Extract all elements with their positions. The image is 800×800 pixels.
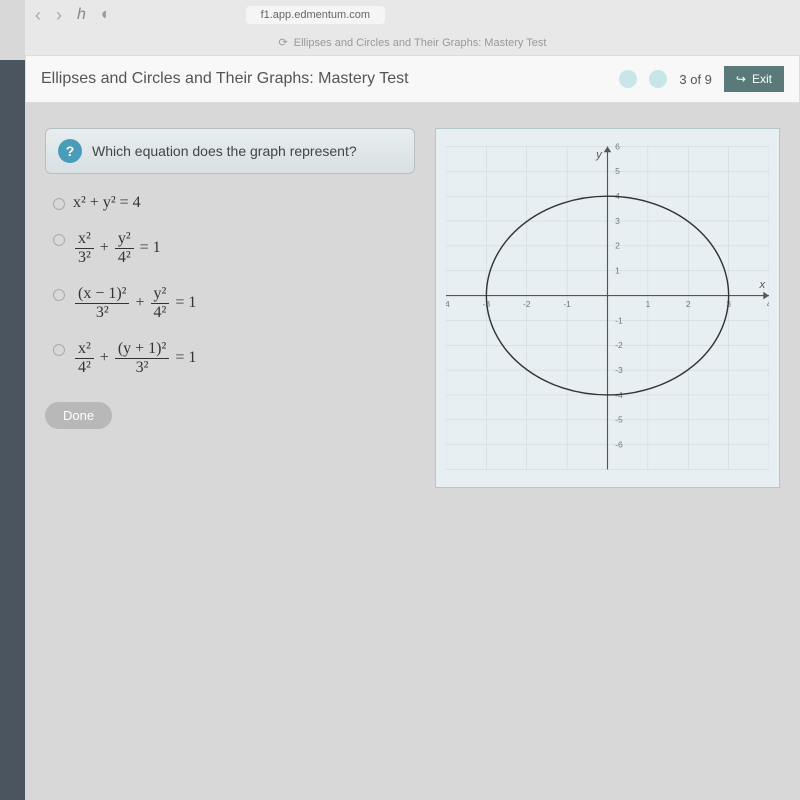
svg-text:2: 2 <box>686 299 691 309</box>
radio-icon <box>53 289 65 301</box>
svg-text:1: 1 <box>615 266 620 276</box>
svg-text:x: x <box>759 279 767 291</box>
progress-dot-2 <box>649 70 667 88</box>
option-4[interactable]: x²4² + (y + 1)²3² = 1 <box>53 340 415 377</box>
svg-text:3: 3 <box>615 216 620 226</box>
header-bar: Ellipses and Circles and Their Graphs: M… <box>25 55 800 103</box>
option-2[interactable]: x²3² + y²4² = 1 <box>53 230 415 267</box>
radio-icon <box>53 234 65 246</box>
svg-text:-2: -2 <box>523 299 531 309</box>
option-3[interactable]: (x − 1)²3² + y²4² = 1 <box>53 285 415 322</box>
browser-chrome: ‹ › h ◐ f1.app.edmentum.com <box>25 0 800 30</box>
svg-text:6: 6 <box>615 141 620 151</box>
svg-text:-4: -4 <box>446 299 450 309</box>
exit-icon: ↪ <box>736 72 746 86</box>
svg-text:1: 1 <box>645 299 650 309</box>
coordinate-graph: -4-3-2-11234-6-5-4-3-2-1123456yx <box>446 139 769 477</box>
tab-label: ⟳Ellipses and Circles and Their Graphs: … <box>25 30 800 55</box>
exit-button[interactable]: ↪ Exit <box>724 66 784 92</box>
done-button[interactable]: Done <box>45 402 112 429</box>
option-1[interactable]: x² + y² = 4 <box>53 194 415 212</box>
forward-arrow[interactable]: › <box>56 5 62 26</box>
svg-text:-1: -1 <box>615 315 623 325</box>
svg-text:-6: -6 <box>615 440 623 450</box>
radio-icon <box>53 198 65 210</box>
graph-panel: -4-3-2-11234-6-5-4-3-2-1123456yx <box>435 128 780 488</box>
page-title: Ellipses and Circles and Their Graphs: M… <box>41 70 409 88</box>
question-text: Which equation does the graph represent? <box>92 143 357 159</box>
progress-dot-1 <box>619 70 637 88</box>
question-icon: ? <box>58 139 82 163</box>
svg-text:-3: -3 <box>615 365 623 375</box>
svg-text:y: y <box>595 149 603 161</box>
url-bar[interactable]: f1.app.edmentum.com <box>246 6 385 24</box>
honey-icon[interactable]: h <box>77 6 86 24</box>
radio-icon <box>53 344 65 356</box>
svg-text:5: 5 <box>615 166 620 176</box>
svg-text:4: 4 <box>767 299 769 309</box>
question-box: ? Which equation does the graph represen… <box>45 128 415 174</box>
back-arrow[interactable]: ‹ <box>35 5 41 26</box>
svg-text:-2: -2 <box>615 340 623 350</box>
ext-icon[interactable]: ◐ <box>101 6 111 24</box>
progress-text: 3 of 9 <box>679 72 712 87</box>
svg-text:2: 2 <box>615 241 620 251</box>
svg-text:-1: -1 <box>563 299 571 309</box>
svg-text:-5: -5 <box>615 415 623 425</box>
